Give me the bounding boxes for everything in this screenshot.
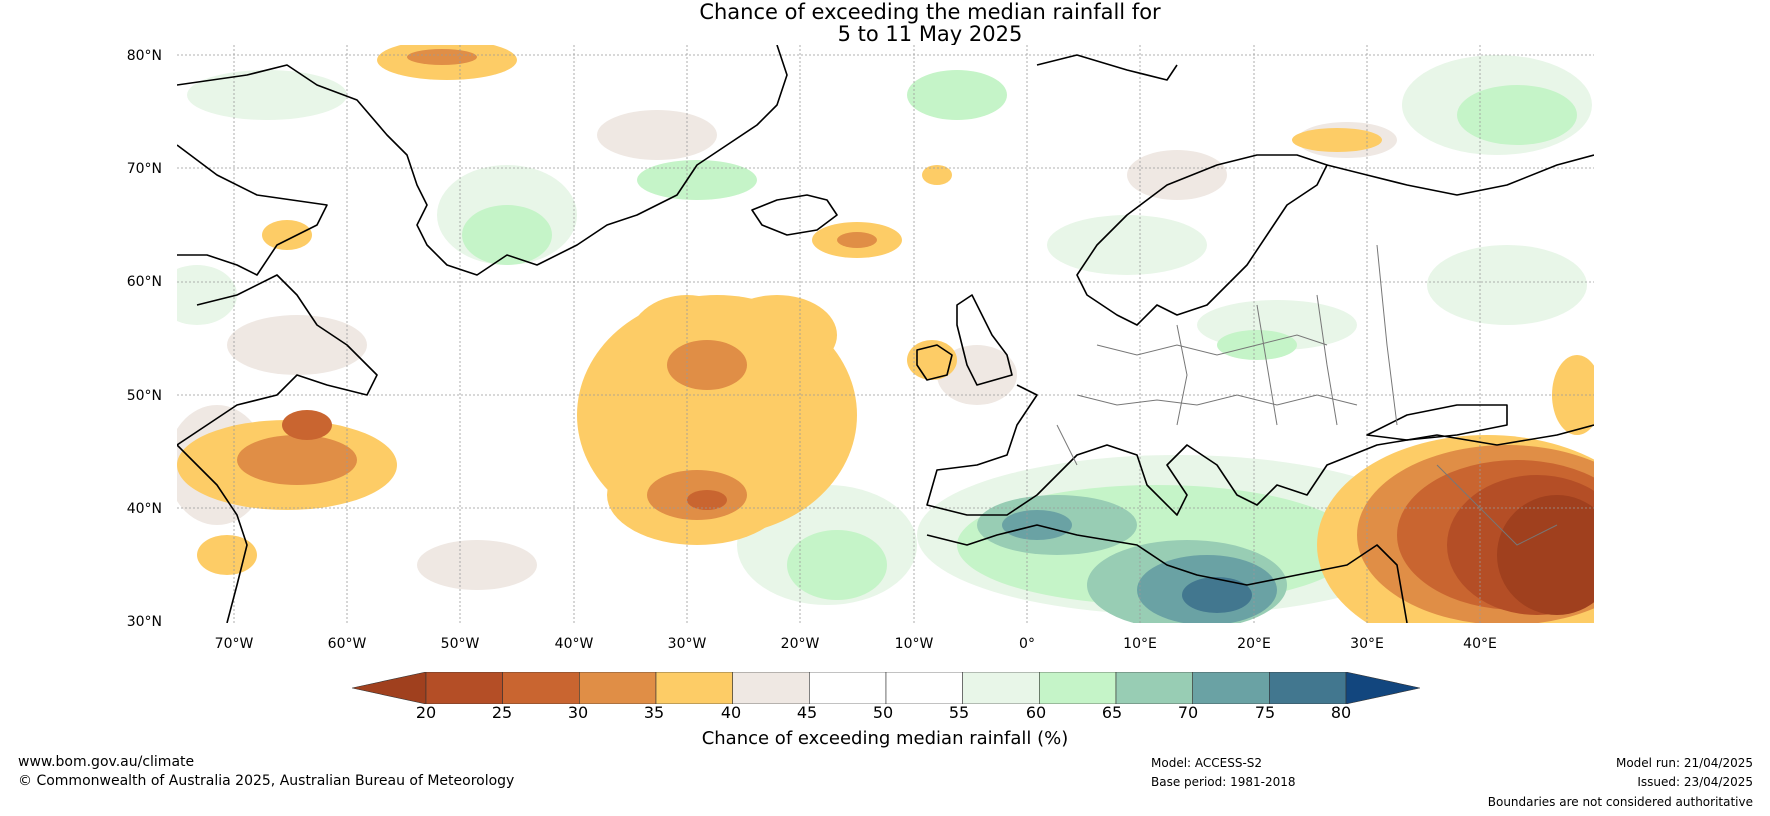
colorbar xyxy=(352,672,1420,704)
map-title-line1: Chance of exceeding the median rainfall … xyxy=(699,0,1161,24)
colorbar-segment xyxy=(655,672,733,704)
lon-label-50w: 50°W xyxy=(440,636,480,652)
footer-disclaimer: Boundaries are not considered authoritat… xyxy=(1487,795,1753,809)
colorbar-segment xyxy=(809,672,887,704)
lon-label-60w: 60°W xyxy=(327,636,367,652)
country-borders xyxy=(1056,244,1558,546)
lat-label-70n: 70°N xyxy=(126,161,162,177)
colorbar-segment xyxy=(1269,672,1347,704)
rainfall-map xyxy=(177,45,1594,623)
colorbar-segment xyxy=(502,672,580,704)
lat-label-60n: 60°N xyxy=(126,274,162,290)
colorbar-tick-65: 65 xyxy=(1101,703,1123,722)
footer-model: Model: ACCESS-S2 xyxy=(1151,756,1263,770)
colorbar-segment xyxy=(579,672,657,704)
colorbar-tick-35: 35 xyxy=(643,703,665,722)
colorbar-tick-20: 20 xyxy=(415,703,437,722)
lon-label-40w: 40°W xyxy=(554,636,594,652)
colorbar-tick-55: 55 xyxy=(948,703,970,722)
footer-issued: Issued: 23/04/2025 xyxy=(1637,775,1753,789)
colorbar-tick-60: 60 xyxy=(1025,703,1047,722)
colorbar-segment xyxy=(425,672,503,704)
lat-label-50n: 50°N xyxy=(126,388,162,404)
colorbar-label: Chance of exceeding median rainfall (%) xyxy=(701,728,1069,749)
lat-label-80n: 80°N xyxy=(126,48,162,64)
lon-label-20e: 20°E xyxy=(1237,636,1271,652)
footer-base-period: Base period: 1981-2018 xyxy=(1151,775,1296,789)
lon-label-20w: 20°W xyxy=(780,636,820,652)
colorbar-tick-80: 80 xyxy=(1330,703,1352,722)
graticule xyxy=(177,45,1594,623)
lon-label-40e: 40°E xyxy=(1463,636,1497,652)
colorbar-segment xyxy=(1115,672,1193,704)
lon-label-30e: 30°E xyxy=(1350,636,1384,652)
colorbar-tick-75: 75 xyxy=(1254,703,1276,722)
colorbar-tick-25: 25 xyxy=(491,703,513,722)
lat-label-30n: 30°N xyxy=(126,614,162,630)
colorbar-segment xyxy=(732,672,810,704)
colorbar-high-extend xyxy=(1345,672,1420,704)
lon-label-30w: 30°W xyxy=(667,636,707,652)
footer-url: www.bom.gov.au/climate xyxy=(18,754,195,770)
colorbar-low-extend xyxy=(352,672,427,704)
coastlines xyxy=(177,45,1594,623)
lon-label-70w: 70°W xyxy=(214,636,254,652)
footer-copyright: © Commonwealth of Australia 2025, Austra… xyxy=(18,773,515,789)
map-title-line2: 5 to 11 May 2025 xyxy=(837,22,1023,46)
colorbar-tick-70: 70 xyxy=(1177,703,1199,722)
colorbar-tick-40: 40 xyxy=(720,703,742,722)
colorbar-segment xyxy=(1192,672,1270,704)
colorbar-segment xyxy=(1039,672,1117,704)
lon-label-10w: 10°W xyxy=(894,636,934,652)
colorbar-segment xyxy=(962,672,1040,704)
lon-label-10e: 10°E xyxy=(1123,636,1157,652)
colorbar-segment xyxy=(885,672,963,704)
colorbar-tick-30: 30 xyxy=(567,703,589,722)
lon-label-0: 0° xyxy=(1019,636,1035,652)
lat-label-40n: 40°N xyxy=(126,501,162,517)
footer-model-run: Model run: 21/04/2025 xyxy=(1615,756,1753,770)
colorbar-tick-45: 45 xyxy=(796,703,818,722)
colorbar-tick-50: 50 xyxy=(872,703,894,722)
